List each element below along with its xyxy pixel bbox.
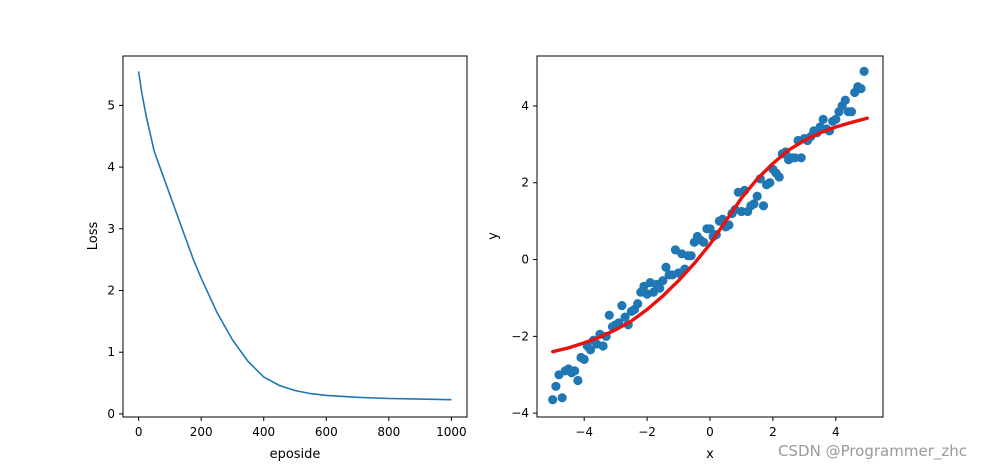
scatter-point: [551, 381, 561, 391]
fit-x-tick-label: 2: [769, 425, 777, 439]
fit-x-tick-label: 0: [706, 425, 714, 439]
loss-y-tick-label: 0: [107, 407, 115, 421]
scatter-point: [699, 237, 709, 247]
scatter-point: [749, 199, 759, 209]
fit-chart: −4 −2 0 2 4 −4 −2 0 2 4 x y: [486, 55, 884, 462]
loss-y-axis-label: Loss: [86, 222, 101, 251]
scatter-point: [758, 201, 769, 211]
scatter-point: [548, 395, 558, 405]
scatter-point: [579, 354, 589, 364]
loss-y-tick-label: 5: [107, 98, 115, 112]
loss-y-ticks: 0 1 2 3 4 5: [107, 98, 123, 421]
loss-x-tick-label: 800: [377, 425, 400, 439]
scatter-point: [658, 276, 668, 286]
fit-x-tick-label: 4: [832, 425, 840, 439]
watermark-text: CSDN @Programmer_zhc: [778, 442, 967, 460]
scatter-point: [570, 366, 580, 376]
loss-curve: [137, 71, 452, 401]
fit-x-tick-label: −4: [575, 425, 593, 439]
loss-y-tick-label: 4: [107, 160, 115, 174]
scatter-point: [557, 393, 567, 403]
fit-y-tick-label: 0: [521, 253, 529, 267]
scatter-point: [818, 114, 828, 124]
fit-y-tick-label: −2: [511, 329, 529, 343]
loss-x-tick-label: 0: [135, 425, 143, 439]
fit-y-tick-label: −4: [511, 406, 529, 420]
scatter-point: [620, 312, 630, 322]
loss-y-tick-label: 1: [107, 345, 115, 359]
scatter-point: [633, 299, 643, 309]
loss-chart: 0 200 400 600 800 1000 0 1 2 3 4 5 eposide Loss: [86, 55, 468, 462]
fit-x-axis-label: x: [706, 447, 714, 462]
loss-x-tick-label: 600: [315, 425, 338, 439]
fit-y-tick-label: 4: [521, 99, 529, 113]
scatter-point: [705, 224, 715, 234]
loss-x-tick-label: 1000: [436, 425, 467, 439]
scatter-point: [840, 95, 850, 105]
loss-plot-frame: [122, 55, 468, 418]
loss-x-tick-label: 200: [190, 425, 213, 439]
fit-y-tick-label: 2: [521, 176, 529, 190]
prediction-curve: [551, 116, 869, 354]
scatter-point: [573, 375, 583, 386]
scatter-point: [661, 262, 671, 272]
scatter-point: [598, 341, 608, 351]
scatter-point: [790, 153, 800, 163]
scatter-point: [752, 191, 762, 201]
scatter-point: [655, 283, 665, 293]
scatter-point: [796, 153, 806, 163]
scatter-point: [856, 84, 866, 94]
fit-y-ticks: −4 −2 0 2 4: [511, 99, 537, 420]
fit-x-ticks: −4 −2 0 2 4: [575, 417, 840, 439]
scatter-point: [604, 310, 614, 320]
loss-x-tick-label: 400: [252, 425, 275, 439]
loss-x-ticks: 0 200 400 600 800 1000: [135, 417, 467, 439]
fit-prediction-line: [551, 116, 869, 354]
loss-y-tick-label: 2: [107, 283, 115, 297]
scatter-point: [585, 345, 596, 355]
scatter-point: [831, 114, 841, 124]
fit-y-axis-label: y: [486, 232, 501, 240]
fit-x-tick-label: −2: [638, 425, 656, 439]
scatter-point: [617, 301, 627, 311]
scatter-point: [859, 66, 869, 76]
scatter-point: [846, 107, 857, 117]
scatter-point: [765, 178, 775, 188]
loss-y-tick-label: 3: [107, 222, 115, 236]
loss-series: [137, 71, 452, 401]
scatter-point: [686, 251, 696, 261]
scatter-point: [774, 172, 784, 182]
loss-x-axis-label: eposide: [270, 447, 321, 462]
